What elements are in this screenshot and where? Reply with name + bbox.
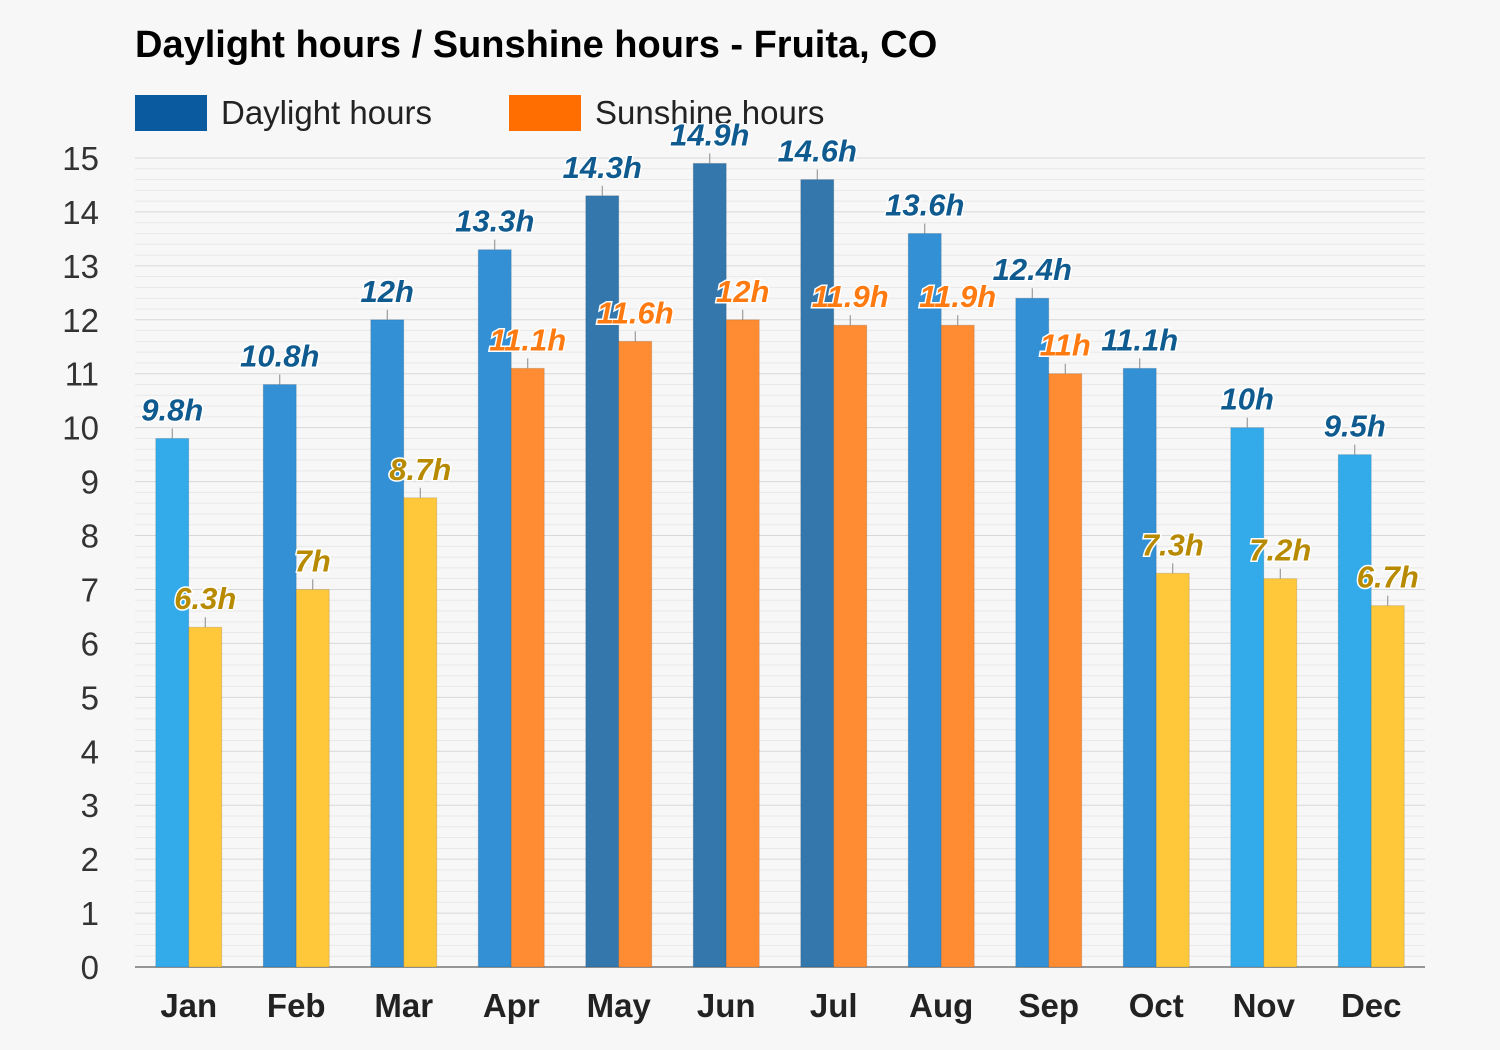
legend-label-sunshine: Sunshine hours bbox=[595, 94, 825, 131]
x-tick-label: Apr bbox=[483, 987, 540, 1024]
sunshine-value-label: 11.1h bbox=[489, 322, 566, 357]
sunshine-bar bbox=[1263, 578, 1298, 968]
daylight-bar bbox=[1230, 427, 1265, 968]
sunshine-value-label: 7.2h bbox=[1249, 533, 1311, 568]
grid-lines bbox=[135, 157, 1425, 968]
daylight-value-label: 12h bbox=[361, 274, 414, 309]
y-tick-label: 15 bbox=[62, 140, 99, 177]
x-tick-label: Jan bbox=[160, 987, 217, 1024]
chart-title: Daylight hours / Sunshine hours - Fruita… bbox=[135, 24, 938, 66]
daylight-bar bbox=[370, 319, 405, 968]
y-tick-label: 9 bbox=[81, 464, 99, 501]
legend-item-sunshine: Sunshine hours bbox=[509, 94, 824, 132]
daylight-bar bbox=[800, 179, 835, 968]
y-tick-label: 5 bbox=[81, 679, 99, 716]
legend-swatch-daylight bbox=[135, 95, 207, 131]
daylight-value-label: 14.3h bbox=[563, 150, 642, 185]
sunshine-bar bbox=[833, 324, 868, 968]
y-tick-label: 4 bbox=[81, 733, 99, 770]
sunshine-bar bbox=[510, 367, 545, 968]
y-tick-label: 1 bbox=[81, 895, 99, 932]
daylight-bar bbox=[1337, 454, 1372, 968]
sunshine-bar bbox=[403, 497, 438, 968]
daylight-value-label: 11.1h bbox=[1101, 322, 1178, 357]
sunshine-bar bbox=[188, 626, 223, 968]
y-tick-label: 11 bbox=[65, 356, 99, 393]
y-tick-label: 13 bbox=[62, 248, 99, 285]
x-tick-label: May bbox=[587, 987, 652, 1024]
daylight-bar bbox=[1122, 367, 1157, 968]
x-tick-label: Mar bbox=[374, 987, 433, 1024]
y-tick-label: 3 bbox=[81, 787, 99, 824]
x-tick-label: Jun bbox=[697, 987, 756, 1024]
y-tick-label: 0 bbox=[81, 949, 99, 986]
sunshine-value-label: 6.3h bbox=[174, 581, 236, 616]
sunshine-value-label: 11.9h bbox=[812, 279, 889, 314]
daylight-bar bbox=[262, 384, 297, 968]
sunshine-value-label: 11.9h bbox=[919, 279, 996, 314]
y-tick-label: 14 bbox=[62, 194, 99, 231]
y-tick-label: 7 bbox=[81, 571, 99, 608]
x-tick-label: Sep bbox=[1018, 987, 1079, 1024]
sunshine-value-label: 7h bbox=[295, 543, 331, 578]
sunshine-value-label: 8.7h bbox=[389, 452, 451, 487]
daylight-value-label: 10h bbox=[1221, 382, 1274, 417]
y-tick-label: 6 bbox=[81, 625, 99, 662]
daylight-bar bbox=[907, 233, 942, 968]
sunshine-value-label: 11h bbox=[1040, 328, 1091, 363]
daylight-bar bbox=[477, 249, 512, 968]
daylight-bar bbox=[1015, 297, 1050, 968]
sunshine-value-label: 7.3h bbox=[1142, 527, 1204, 562]
legend-item-daylight: Daylight hours bbox=[135, 94, 432, 132]
daylight-bar bbox=[692, 162, 727, 968]
x-tick-label: Dec bbox=[1341, 987, 1402, 1024]
x-tick-label: Aug bbox=[909, 987, 973, 1024]
x-tick-label: Jul bbox=[810, 987, 858, 1024]
x-tick-label: Nov bbox=[1233, 987, 1296, 1024]
sunshine-value-label: 12h bbox=[716, 274, 769, 309]
daylight-bar bbox=[155, 437, 190, 968]
daylight-value-label: 14.9h bbox=[670, 117, 749, 152]
x-tick-label: Oct bbox=[1129, 987, 1184, 1024]
daylight-value-label: 13.6h bbox=[885, 188, 964, 223]
x-tick-label: Feb bbox=[267, 987, 326, 1024]
y-tick-label: 10 bbox=[62, 410, 99, 447]
legend-label-daylight: Daylight hours bbox=[221, 94, 432, 131]
sunshine-value-label: 6.7h bbox=[1357, 560, 1419, 595]
sunshine-bar bbox=[618, 340, 653, 968]
sunshine-bar bbox=[1370, 605, 1405, 968]
daylight-value-label: 14.6h bbox=[778, 134, 857, 169]
y-tick-label: 12 bbox=[62, 302, 99, 339]
sunshine-value-label: 11.6h bbox=[597, 295, 674, 330]
sunshine-bar bbox=[725, 319, 760, 968]
daylight-value-label: 13.3h bbox=[455, 204, 534, 239]
daylight-value-label: 9.5h bbox=[1324, 409, 1386, 444]
sunshine-bar bbox=[940, 324, 975, 968]
sunshine-bar bbox=[295, 588, 330, 968]
daylight-value-label: 12.4h bbox=[993, 252, 1072, 287]
daylight-bar bbox=[585, 195, 620, 968]
daylight-value-label: 9.8h bbox=[141, 392, 203, 427]
sunshine-bar bbox=[1155, 572, 1190, 968]
legend-swatch-sunshine bbox=[509, 95, 581, 131]
sunshine-bar bbox=[1048, 373, 1083, 968]
y-tick-label: 2 bbox=[81, 841, 99, 878]
y-tick-label: 8 bbox=[81, 518, 99, 555]
daylight-value-label: 10.8h bbox=[240, 339, 319, 374]
